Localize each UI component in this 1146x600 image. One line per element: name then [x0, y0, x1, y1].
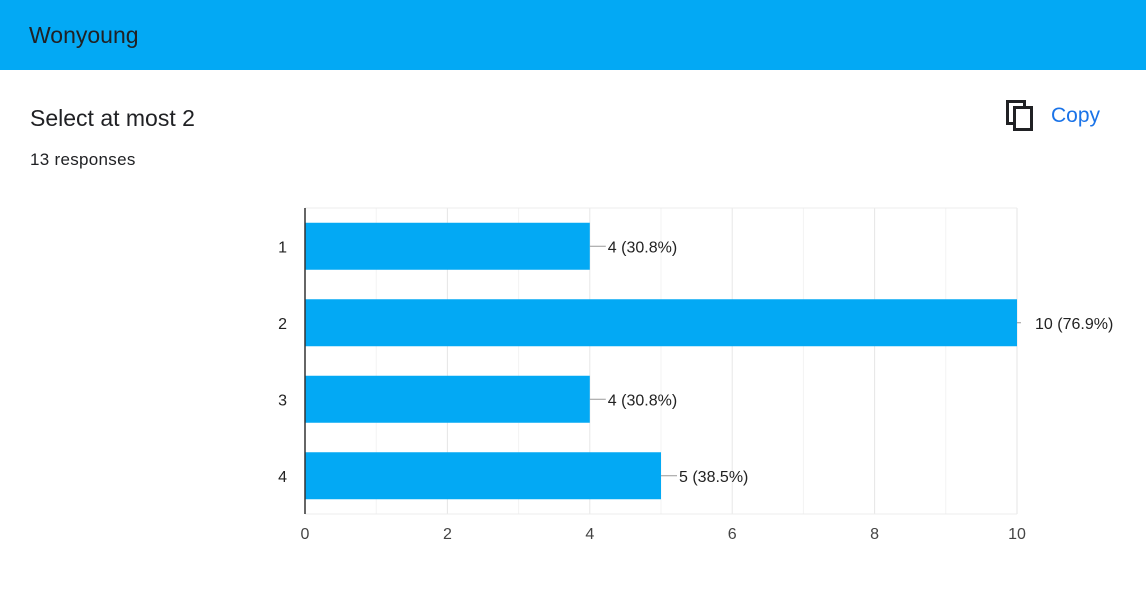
- x-tick-label: 4: [585, 526, 594, 543]
- x-tick-label: 10: [1008, 526, 1026, 543]
- category-label: 2: [278, 316, 287, 333]
- x-tick-label: 2: [443, 526, 452, 543]
- x-tick-label: 0: [301, 526, 310, 543]
- header-bar: Wonyoung: [0, 0, 1146, 70]
- x-tick-label: 8: [870, 526, 879, 543]
- bar-chart: 1 4 (30.8%) 2 10 (76.9%) 3 4 (30.8%) 4 5 (38.5%…: [278, 207, 1113, 543]
- bar: [305, 452, 661, 500]
- value-label: 4 (30.8%): [608, 392, 677, 409]
- category-label: 3: [278, 392, 287, 409]
- value-label: 4 (30.8%): [608, 239, 677, 256]
- copy-chart-button[interactable]: Copy: [1000, 96, 1120, 136]
- x-tick-label: 6: [728, 526, 737, 543]
- question-title: Select at most 2: [30, 105, 195, 131]
- value-label: 5 (38.5%): [679, 469, 748, 486]
- bar: [305, 222, 590, 270]
- value-label: 10 (76.9%): [1035, 316, 1113, 333]
- category-label: 4: [278, 469, 287, 486]
- form-title: Wonyoung: [29, 22, 139, 48]
- category-label: 1: [278, 239, 287, 256]
- copy-button-label: Copy: [1051, 104, 1101, 127]
- bar: [305, 375, 590, 423]
- response-count: 13 responses: [30, 150, 136, 169]
- bar: [305, 299, 1017, 347]
- copy-icon: [1006, 100, 1033, 131]
